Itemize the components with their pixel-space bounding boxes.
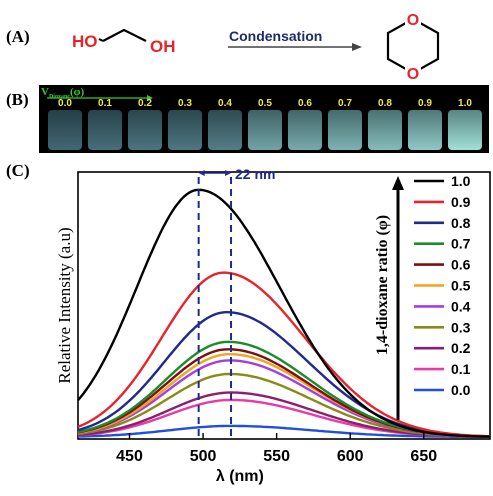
vial-body bbox=[248, 110, 282, 150]
vial-label: 0.5 bbox=[258, 98, 272, 109]
reaction-arrow-label: Condensation bbox=[229, 28, 322, 44]
vial-row: 0.0 0.1 0.2 0.3 0.4 0.5 0.6 0.7 0.8 0.9 1.0 bbox=[47, 95, 482, 150]
vial-body bbox=[168, 110, 202, 150]
x-axis-label: λ (nm) bbox=[216, 468, 264, 485]
legend-label: 0.5 bbox=[451, 278, 471, 294]
plot-frame bbox=[77, 171, 491, 440]
x-tick-label: 450 bbox=[116, 448, 143, 465]
dioxane-axis-label: VDioxane(φ) bbox=[41, 86, 84, 100]
vial-body bbox=[128, 110, 162, 150]
x-tick-label: 600 bbox=[337, 448, 364, 465]
ethylene-glycol-bonds bbox=[102, 28, 147, 42]
vial-body bbox=[328, 110, 362, 150]
vial-label: 0.0 bbox=[58, 98, 72, 109]
axis-label-sub: Dioxane bbox=[48, 94, 70, 101]
vial-label: 0.2 bbox=[138, 98, 152, 109]
annotation-label: 22 nm bbox=[235, 166, 275, 182]
vial-label: 0.1 bbox=[98, 98, 112, 109]
legend-label: 0.1 bbox=[451, 361, 471, 377]
vial-label: 0.7 bbox=[338, 98, 352, 109]
y-axis-label: Relative Intensity (a.u) bbox=[55, 227, 74, 383]
bond-stub bbox=[98, 38, 104, 42]
legend-label: 0.6 bbox=[451, 257, 471, 273]
vial-body bbox=[88, 110, 122, 150]
arrow-head-icon bbox=[352, 43, 362, 51]
vial-label: 0.4 bbox=[218, 98, 232, 109]
legend-label: 0.4 bbox=[451, 298, 471, 314]
x-tick-label: 650 bbox=[410, 448, 437, 465]
vial-photo: 0.0 0.1 0.2 0.3 0.4 0.5 0.6 0.7 0.8 0.9 1.0 VDioxa… bbox=[39, 85, 489, 153]
legend-label: 0.3 bbox=[451, 319, 471, 335]
panel-a-label: (A) bbox=[6, 27, 30, 46]
dioxane-oxygen-bottom: O bbox=[407, 66, 419, 83]
vial-body bbox=[288, 110, 322, 150]
legend-title: 1,4-dioxane ratio (φ) bbox=[374, 215, 391, 355]
vial-label: 0.6 bbox=[298, 98, 312, 109]
series-line-0.9 bbox=[77, 271, 491, 438]
legend-label: 1.0 bbox=[451, 173, 471, 189]
vial-label: 1.0 bbox=[458, 98, 472, 109]
legend-label: 0.9 bbox=[451, 194, 471, 210]
panel-c-label: (C) bbox=[6, 161, 30, 180]
legend-arrowhead-icon bbox=[392, 176, 404, 190]
legend-label: 0.7 bbox=[451, 236, 471, 252]
vial-body bbox=[448, 110, 482, 150]
x-tick-label: 550 bbox=[263, 448, 290, 465]
series-line-0.0 bbox=[77, 424, 491, 439]
panel-b-label: (B) bbox=[6, 90, 29, 109]
emission-chart: 450 500 550 600 650 λ (nm) Relative Intensity … bbox=[55, 166, 491, 485]
axis-label-main: V bbox=[41, 86, 49, 98]
vial-body bbox=[208, 110, 242, 150]
ring-gap-bottom bbox=[405, 64, 421, 82]
legend-label: 0.8 bbox=[451, 215, 471, 231]
legend-label: 0.2 bbox=[451, 340, 471, 356]
reactant-oh-right: OH bbox=[150, 37, 176, 56]
ring-gap-top bbox=[405, 10, 421, 28]
x-tick-label: 500 bbox=[190, 448, 217, 465]
vial-body bbox=[48, 110, 82, 150]
reactant-oh-left: HO bbox=[72, 32, 98, 51]
dioxane-oxygen-top: O bbox=[407, 12, 419, 29]
series-line-0.8 bbox=[77, 311, 491, 438]
vial-label: 0.9 bbox=[418, 98, 432, 109]
annotation-arrowhead-right-icon bbox=[225, 170, 232, 176]
vial-label: 0.3 bbox=[178, 98, 192, 109]
vial-body bbox=[408, 110, 442, 150]
vial-label: 0.8 bbox=[378, 98, 392, 109]
legend-label: 0.0 bbox=[451, 382, 471, 398]
axis-label-tail: (φ) bbox=[69, 86, 85, 98]
dioxane-axis-arrowhead-icon bbox=[147, 95, 153, 101]
series-line-1.0 bbox=[77, 188, 490, 438]
annotation-arrowhead-left-icon bbox=[198, 170, 205, 176]
vial-body bbox=[368, 110, 402, 150]
reaction-scheme: HO OH Condensation O O bbox=[72, 10, 440, 83]
